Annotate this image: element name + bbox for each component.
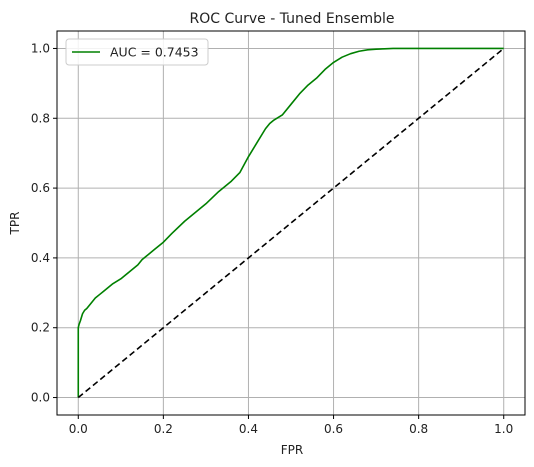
y-tick-label: 0.6 [31,181,50,195]
x-axis: 0.0 0.2 0.4 0.6 0.8 1.0 [69,415,513,436]
y-tick-label: 0.8 [31,111,50,125]
legend-box [65,38,209,66]
y-axis: 0.0 0.2 0.4 0.6 0.8 1.0 [31,41,57,405]
plot-frame [56,30,526,416]
series-lines [77,47,505,399]
x-axis-label: FPR [281,443,303,457]
x-tick-label: 0.8 [409,422,428,436]
x-tick-label: 1.0 [494,422,513,436]
y-tick-label: 0.4 [31,251,50,265]
y-tick-label: 0.2 [31,321,50,335]
roc-curve-line [77,47,504,398]
diagonal-reference-line [77,47,505,399]
chart-title: ROC Curve - Tuned Ensemble [189,11,394,27]
x-tick-label: 0.0 [69,422,88,436]
grid-lines [57,31,525,415]
legend: AUC = 0.7453 [65,38,209,66]
x-tick-label: 0.6 [324,422,343,436]
y-tick-label: 0.0 [31,391,50,405]
y-axis-label: TPR [8,212,22,236]
legend-label: AUC = 0.7453 [110,45,199,60]
x-tick-label: 0.2 [154,422,173,436]
y-tick-label: 1.0 [31,41,50,55]
x-tick-label: 0.4 [239,422,258,436]
